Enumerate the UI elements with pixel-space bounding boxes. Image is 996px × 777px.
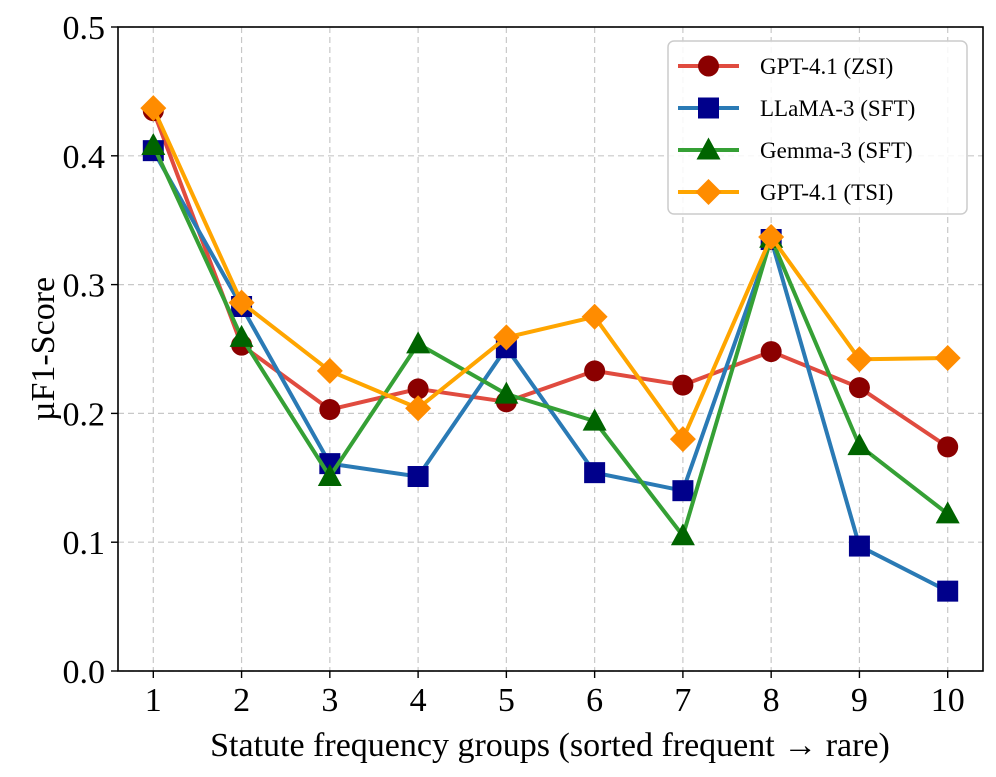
y-tick-label: 0.2 bbox=[63, 396, 106, 433]
y-axis-title: µF1-Score bbox=[25, 277, 62, 421]
x-tick-label: 4 bbox=[410, 682, 427, 719]
data-point bbox=[405, 395, 432, 422]
data-point bbox=[228, 289, 255, 316]
y-tick-label: 0.4 bbox=[63, 139, 106, 176]
data-point bbox=[670, 523, 695, 546]
data-point bbox=[493, 324, 520, 351]
data-point bbox=[582, 408, 607, 431]
data-point bbox=[140, 95, 167, 122]
y-tick-label: 0.3 bbox=[63, 268, 106, 305]
legend-entry: LLaMA-3 (SFT) bbox=[678, 96, 915, 121]
data-point bbox=[937, 436, 959, 458]
data-point bbox=[847, 433, 872, 456]
series-line bbox=[151, 108, 950, 449]
x-axis-title: Statute frequency groups (sorted frequen… bbox=[210, 727, 890, 764]
x-tick-label: 10 bbox=[931, 682, 965, 719]
x-tick-label: 3 bbox=[321, 682, 338, 719]
data-point bbox=[317, 464, 342, 487]
data-point bbox=[407, 466, 429, 488]
legend-marker bbox=[698, 55, 719, 77]
legend-label: GPT-4.1 (ZSI) bbox=[760, 54, 893, 79]
legend-label: Gemma-3 (SFT) bbox=[760, 138, 913, 163]
data-point bbox=[319, 399, 341, 421]
series-line bbox=[151, 106, 950, 442]
data-point bbox=[316, 357, 343, 384]
data-point bbox=[672, 480, 694, 502]
data-point bbox=[760, 341, 782, 363]
series-2 bbox=[141, 132, 960, 546]
legend-marker bbox=[696, 137, 721, 160]
data-point bbox=[141, 132, 166, 155]
data-point bbox=[935, 501, 960, 524]
data-point bbox=[758, 223, 785, 250]
legend-entry: Gemma-3 (SFT) bbox=[678, 137, 913, 163]
legend-marker bbox=[698, 97, 719, 119]
series-line bbox=[151, 148, 950, 594]
x-tick-label: 9 bbox=[851, 682, 868, 719]
x-tick-label: 7 bbox=[674, 682, 691, 719]
y-tick-label: 0.1 bbox=[63, 525, 106, 562]
data-point bbox=[229, 324, 254, 347]
data-point bbox=[584, 462, 606, 484]
x-tick-label: 1 bbox=[145, 682, 162, 719]
data-point bbox=[934, 345, 961, 372]
legend-entry: GPT-4.1 (TSI) bbox=[678, 179, 893, 205]
legend-label: LLaMA-3 (SFT) bbox=[760, 96, 915, 121]
data-point bbox=[407, 378, 429, 400]
data-point bbox=[846, 346, 873, 373]
x-tick-label: 5 bbox=[498, 682, 515, 719]
data-point bbox=[584, 360, 606, 382]
x-tick-label: 2 bbox=[233, 682, 250, 719]
series-layer bbox=[140, 95, 961, 602]
data-point bbox=[406, 331, 431, 354]
series-3 bbox=[140, 95, 961, 453]
y-tick-label: 0.0 bbox=[63, 654, 106, 691]
legend: GPT-4.1 (ZSI) LLaMA-3 (SFT) Gemma-3 (SFT) G… bbox=[667, 40, 968, 215]
data-point bbox=[848, 535, 870, 557]
series-line bbox=[151, 143, 950, 538]
data-point bbox=[937, 580, 959, 602]
data-point bbox=[581, 303, 608, 330]
legend-label: GPT-4.1 (TSI) bbox=[760, 180, 893, 205]
data-point bbox=[669, 426, 696, 453]
x-tick-label: 8 bbox=[763, 682, 780, 719]
tick-layer: 1 2 3 4 5 6 7 8 9 10 0.0 0.1 0.2 0.3 0.4 0.5 bbox=[63, 10, 965, 719]
plot-frame bbox=[117, 26, 984, 672]
data-point bbox=[672, 374, 694, 396]
data-point bbox=[494, 381, 519, 404]
legend-marker bbox=[695, 179, 722, 205]
legend-frame bbox=[667, 40, 968, 215]
y-tick-label: 0.5 bbox=[63, 10, 106, 47]
data-point bbox=[848, 377, 870, 399]
x-tick-label: 6 bbox=[586, 682, 603, 719]
legend-entry: GPT-4.1 (ZSI) bbox=[678, 54, 893, 79]
